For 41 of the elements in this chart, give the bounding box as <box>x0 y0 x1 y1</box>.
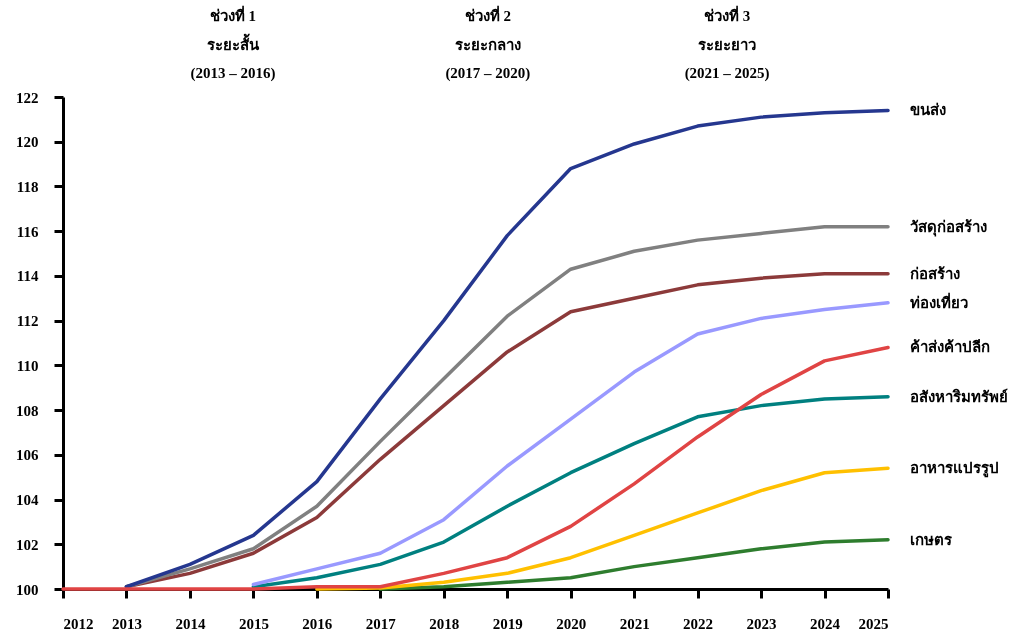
line-series <box>251 301 890 587</box>
series-label: อสังหาริมทรัพย์ <box>910 387 1008 405</box>
y-tick-label: 122 <box>16 89 39 106</box>
x-tick-label: 2012 <box>63 615 94 632</box>
text: ช่วงที่ 3 ระยะยาว (2021 – 2025) <box>684 5 770 82</box>
series-label: ก่อสร้าง <box>910 265 960 282</box>
x-tick-label: 2014 <box>175 615 206 632</box>
x-tick-label: 2025 <box>858 615 889 632</box>
series-label: ท่องเที่ยว <box>910 291 968 311</box>
x-tick-label: 2013 <box>111 615 142 632</box>
text: ช่วงที่ 1 ระยะสั้น (2013 – 2016) <box>190 5 276 82</box>
x-tick-label: 2016 <box>302 615 333 632</box>
text: ช่วงที่ 2 ระยะกลาง (2017 – 2020) <box>445 5 531 82</box>
x-tick-label: 2015 <box>238 615 269 632</box>
y-tick-label: 100 <box>16 581 39 598</box>
line-series <box>124 108 890 589</box>
y-tick-label: 102 <box>16 536 39 553</box>
x-tick-label: 2017 <box>365 615 397 632</box>
series-label: ขนส่ง <box>910 102 946 119</box>
x-tick-label: 2022 <box>683 615 714 632</box>
series-label: ค้าส่งค้าปลีก <box>910 339 990 356</box>
x-tick-label: 2021 <box>619 615 650 632</box>
line-series <box>251 394 890 589</box>
y-tick-label: 110 <box>16 357 39 374</box>
series-label: อาหารแปรรูป <box>910 460 999 479</box>
y-tick-label: 106 <box>16 447 39 464</box>
x-tick-label: 2019 <box>492 615 523 632</box>
x-tick-label: 2018 <box>429 615 460 632</box>
x-tick-label: 2020 <box>556 615 587 632</box>
series-label: วัสดุก่อสร้าง <box>910 218 987 237</box>
y-tick-label: 114 <box>16 268 39 285</box>
y-tick-label: 116 <box>16 223 39 240</box>
y-tick-label: 104 <box>16 492 39 509</box>
x-tick-label: 2024 <box>810 615 841 632</box>
y-tick-label: 108 <box>16 402 39 419</box>
y-tick-label: 112 <box>16 313 39 330</box>
series-label: เกษตร <box>910 531 953 548</box>
line-series <box>378 538 890 591</box>
x-tick-label: 2023 <box>746 615 777 632</box>
y-tick-label: 120 <box>16 134 39 151</box>
y-tick-label: 118 <box>16 178 39 195</box>
